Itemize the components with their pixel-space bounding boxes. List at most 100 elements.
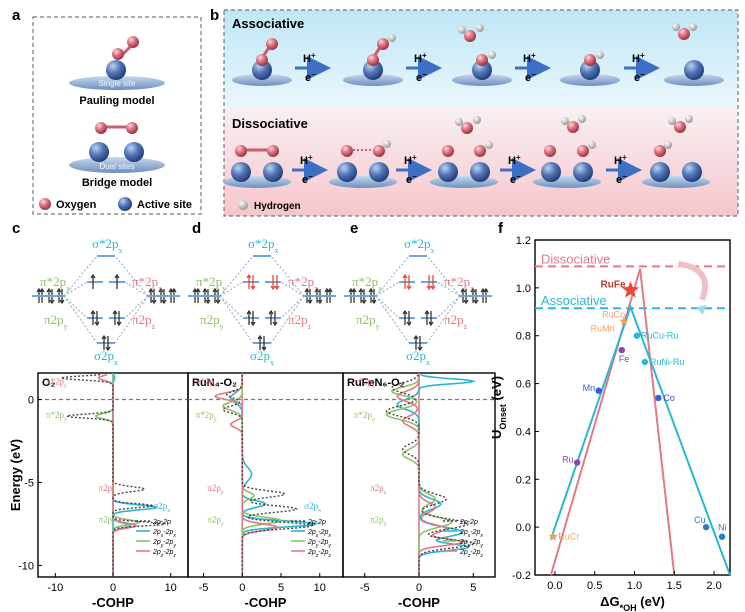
- legend-entry: 2p-2p: [152, 519, 171, 526]
- mo-label: π2py: [200, 312, 224, 331]
- cohp-panels: Energy (eV) -10 0 10-COHPO₂π*2pzπ*2pyπ2pzπ…: [8, 372, 496, 610]
- legend-sub: y: [172, 543, 176, 549]
- peak-label-sub: y: [112, 521, 115, 527]
- associative-title: Associative: [232, 16, 304, 31]
- mo-label-sub: z: [158, 284, 162, 293]
- transition-arrow-icon: [677, 260, 709, 301]
- legend-sub: y: [315, 543, 319, 549]
- oxygen-atom: [377, 38, 389, 50]
- mo-label-sub: x: [114, 358, 118, 367]
- active-site-legend-icon: [118, 197, 132, 211]
- peak-label: π*2pz: [354, 377, 375, 390]
- curve-2pz-2pz: [396, 374, 465, 573]
- point-label: RuCr: [558, 532, 579, 542]
- y-tick-label: 0.8: [516, 331, 531, 343]
- mo-label: σ2px: [94, 348, 118, 367]
- y-tick-label: 1.2: [516, 235, 531, 247]
- point-RuNi-Ru: [641, 358, 649, 366]
- mo-label: σ2px: [250, 348, 274, 367]
- electron-spin: [272, 311, 278, 327]
- peak-label: π2pz: [99, 483, 116, 496]
- panel-label-c: c: [12, 220, 20, 237]
- x-tick-label: 2.0: [706, 580, 721, 592]
- legend-sub: z: [327, 553, 331, 559]
- peak-label-sub: y: [221, 521, 224, 527]
- curve-2p-2p: [60, 374, 166, 573]
- electron-sup: −: [422, 70, 427, 79]
- cohp-y-label: Energy (eV): [8, 439, 23, 511]
- oxygen-atom: [126, 122, 138, 134]
- peak-label: π*2py: [196, 410, 217, 423]
- mo-label-sub: y: [220, 322, 224, 331]
- mo-label-sub: x: [275, 246, 279, 255]
- plot-frame: [534, 239, 731, 576]
- peak-label-sub: z: [221, 490, 224, 496]
- y-tick-label: 0.0: [516, 522, 531, 534]
- electron-spin: [413, 334, 419, 350]
- mo-label: σ2px: [406, 348, 430, 367]
- y-tick-label: 0: [28, 395, 34, 407]
- point-Cu: [702, 523, 710, 531]
- mo-diagram-rufen6: σ*2px π*2py π*2pz π2py π2pz σ2px: [344, 236, 492, 367]
- cohp-panel-title: O₂: [42, 377, 56, 389]
- point-RuCu-Ru: [633, 332, 641, 339]
- legend-sub: y: [467, 543, 471, 549]
- peak-label: π2py: [207, 514, 224, 527]
- hydrogen-atom: [383, 140, 391, 148]
- active-site-atom: [369, 162, 389, 182]
- dissociative-label: Dissociative: [541, 251, 610, 266]
- peak-label-sub: z: [214, 384, 217, 390]
- oxygen-atom: [373, 145, 385, 157]
- electron-spin: [90, 309, 96, 325]
- legend-entry: 2p-2p: [459, 519, 478, 526]
- electron-sup: −: [412, 172, 417, 181]
- legend-entry: 2p-2p: [307, 519, 326, 526]
- y-tick-label: -5: [24, 477, 34, 489]
- mo-label-sub: z: [464, 322, 468, 331]
- electron-label: e−: [416, 70, 427, 85]
- electron-spin: [417, 336, 423, 352]
- point-label: Mn: [583, 383, 596, 393]
- legend-sub: y: [160, 543, 164, 549]
- legend-sub: z: [172, 553, 176, 559]
- point-label: RuNi-Ru: [650, 357, 685, 367]
- hydrogen-atom: [388, 34, 396, 42]
- legend-entry: 2pz-2pz: [459, 549, 483, 559]
- single-site-slab: [69, 76, 165, 90]
- bridge-model-label: Bridge model: [82, 177, 152, 189]
- correlation-line: [219, 255, 254, 297]
- panel-b-frame: [223, 9, 739, 217]
- associative-steps: H+e−H+e−H+e−H+e−: [232, 23, 724, 86]
- correlation-line: [114, 255, 149, 297]
- peak-label: π2py: [99, 514, 116, 527]
- peak-label: σ2px: [153, 501, 170, 514]
- oxygen-atom: [112, 48, 124, 60]
- correlation-line: [124, 281, 149, 297]
- mo-label: π*2py: [196, 274, 226, 293]
- active-site-atom: [363, 60, 383, 80]
- point-label: RuMn: [591, 324, 615, 334]
- electron-label: e−: [634, 70, 645, 85]
- peak-label-sub: x: [167, 508, 170, 514]
- oxygen-atom: [256, 54, 268, 66]
- peak-label: π*2py: [354, 410, 375, 423]
- legend-sub: x: [172, 533, 176, 539]
- electron-spin: [250, 275, 256, 291]
- cohp-panel-title: RuFeN₆-O₂: [347, 377, 405, 389]
- mo-label: σ*2px: [248, 236, 279, 255]
- active-site-atom: [337, 162, 357, 182]
- x-tick-label: 1.5: [667, 580, 682, 592]
- panel-label-a: a: [12, 7, 21, 24]
- hydrogen-atom: [596, 51, 604, 59]
- mo-label-sub: z: [308, 322, 312, 331]
- peak-label-sub: z: [64, 384, 67, 390]
- hydrogen-atom: [672, 23, 680, 31]
- legend-active-site: Active site: [137, 199, 192, 211]
- oxygen-atom: [474, 145, 486, 157]
- correlation-line: [375, 255, 410, 297]
- oxygen-atom: [461, 122, 473, 134]
- electron-sup: −: [311, 70, 316, 79]
- mo-label-sub: x: [270, 358, 274, 367]
- electron-label: e−: [305, 70, 316, 85]
